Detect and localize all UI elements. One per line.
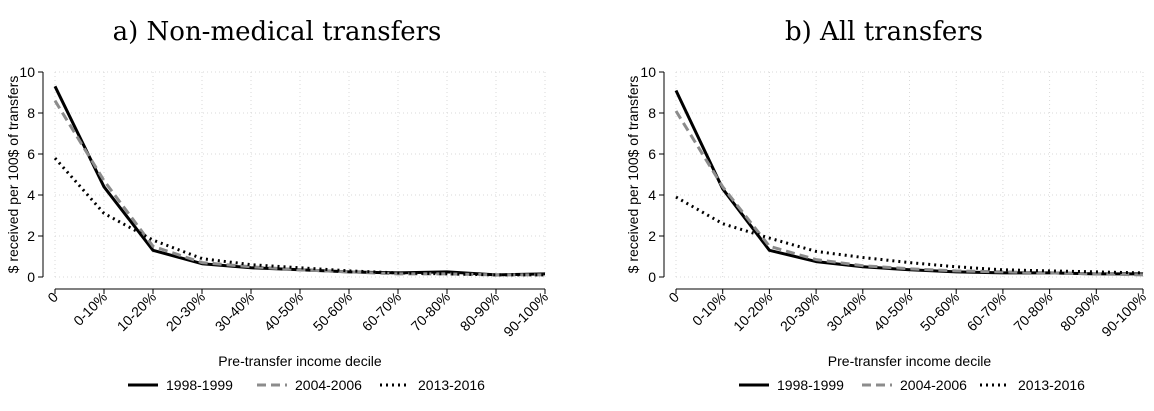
panel-non-medical-transfers: a) Non-medical transfers 0 2 4 6 8 10 0 0-10% 10-… [5,17,551,393]
x-tick-label: 10-20% [114,289,159,334]
x-tick-label: 20-30% [163,289,208,334]
y-tick-label: 8 [27,105,35,121]
x-tick-label: 30-40% [212,289,257,334]
x-tick-label: 50-60% [917,289,962,334]
legend-label: 2013-2016 [418,377,485,393]
x-tick-label: 0 [665,289,682,306]
legend-label: 1998-1999 [166,377,233,393]
y-tick-label: 2 [648,228,656,244]
series-line-2013-2016 [53,157,545,277]
y-tick-label: 0 [648,269,656,285]
x-tick-label: 0 [44,289,61,306]
series-line-2004-2006 [53,99,545,277]
x-tick-label: 20-30% [777,289,822,334]
y-tick-label: 6 [648,146,656,162]
y-tick-label: 8 [648,105,656,121]
x-tick-label: 60-70% [359,289,404,334]
y-tick-label: 4 [27,187,35,203]
y-tick-label: 6 [27,146,35,162]
y-axis-label: $ received per 100$ of transfers [5,76,21,274]
x-tick-label: 70-80% [408,289,453,334]
x-tick-label: 90-100% [500,289,551,340]
y-tick-label: 0 [27,269,35,285]
x-tick-label: 30-40% [823,289,868,334]
x-tick-label: 40-50% [870,289,915,334]
x-tick-label: 50-60% [310,289,355,334]
series-line-1998-1999 [674,89,1143,276]
series-line-2004-2006 [674,110,1144,277]
y-tick-label: 2 [27,228,35,244]
legend-label: 2013-2016 [1018,377,1085,393]
x-axis-label: Pre-transfer income decile [828,353,992,369]
x-axis-label: Pre-transfer income decile [218,353,382,369]
x-tick-label: 0-10% [70,289,110,329]
x-tick-label: 0-10% [689,289,729,329]
chart-title: a) Non-medical transfers [113,17,442,47]
x-tick-label: 10-20% [730,289,775,334]
y-axis-label: $ received per 100$ of transfers [625,76,641,274]
panel-all-transfers: b) All transfers 0 2 4 6 8 10 0 0-10% 10-20% 20-30… [625,17,1149,393]
legend-label: 2004-2006 [295,377,362,393]
chart-title: b) All transfers [785,17,983,47]
x-tick-label: 90-100% [1098,289,1149,340]
y-tick-label: 10 [19,64,35,80]
x-tick-label: 70-80% [1010,289,1055,334]
legend-label: 1998-1999 [777,377,844,393]
y-tick-label: 4 [648,187,656,203]
x-tick-label: 80-90% [457,289,502,334]
legend-label: 2004-2006 [900,377,967,393]
y-tick-label: 10 [640,64,656,80]
x-tick-label: 60-70% [964,289,1009,334]
x-tick-label: 80-90% [1057,289,1102,334]
x-tick-label: 40-50% [261,289,306,334]
